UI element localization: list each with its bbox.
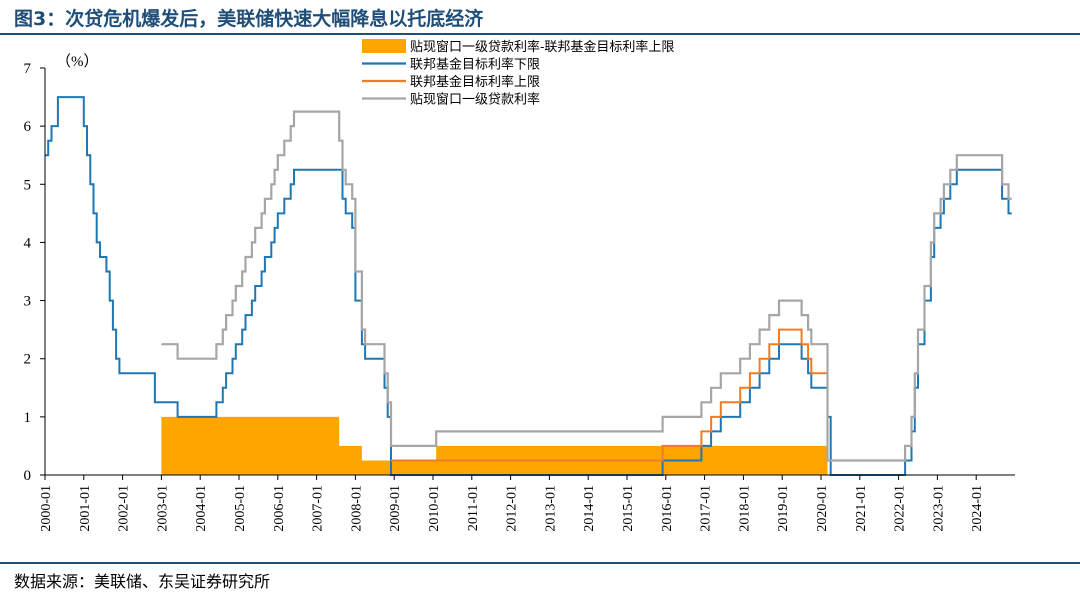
legend-label-lower: 联邦基金目标利率下限 bbox=[410, 57, 540, 73]
x-tick-label: 2013-01 bbox=[543, 485, 558, 532]
x-tick-label: 2001-01 bbox=[78, 485, 93, 532]
x-tick-label: 2007-01 bbox=[311, 485, 326, 532]
y-tick-label: 7 bbox=[24, 61, 32, 77]
x-tick-label: 2016-01 bbox=[660, 485, 675, 532]
series-lines-layer bbox=[45, 96, 1012, 476]
x-tick-label: 2014-01 bbox=[582, 485, 597, 532]
x-tick-label: 2015-01 bbox=[621, 485, 636, 532]
x-tick-label: 2000-01 bbox=[39, 485, 54, 532]
y-tick-label: 6 bbox=[24, 119, 32, 135]
x-tick-label: 2009-01 bbox=[388, 485, 403, 532]
rate-chart: 0 1 2 3 4 5 6 7 2000-01 2001-01 2002-01 2003-01 2004… bbox=[24, 39, 1015, 532]
source-note: 数据来源：美联储、东吴证券研究所 bbox=[14, 572, 271, 591]
x-tick-label: 2005-01 bbox=[233, 485, 248, 532]
x-tick-label: 2002-01 bbox=[117, 485, 132, 532]
title-bar: 图3：次贷危机爆发后，美联储快速大幅降息以托底经济 bbox=[0, 0, 1080, 34]
y-tick-label: 4 bbox=[24, 235, 32, 251]
x-tick-label: 2024-01 bbox=[970, 485, 985, 532]
y-tick-label: 5 bbox=[24, 177, 32, 193]
x-tick-label: 2006-01 bbox=[272, 485, 287, 532]
series-area-spread bbox=[161, 416, 828, 475]
x-tick-label: 2019-01 bbox=[776, 485, 791, 532]
y-axis-unit-label: （%） bbox=[56, 53, 99, 70]
y-tick-label: 0 bbox=[24, 468, 32, 484]
x-tick-label: 2018-01 bbox=[737, 485, 752, 532]
x-tick-label: 2008-01 bbox=[349, 485, 364, 532]
series-line-discount bbox=[161, 110, 1012, 462]
spread-area-layer bbox=[161, 416, 828, 475]
y-tick-label: 3 bbox=[24, 294, 32, 310]
x-tick-label: 2012-01 bbox=[505, 485, 520, 532]
legend: 贴现窗口一级贷款利率-联邦基金目标利率上限联邦基金目标利率下限联邦基金目标利率上… bbox=[362, 39, 674, 108]
series-line-upper bbox=[391, 328, 829, 462]
x-tick-label: 2003-01 bbox=[155, 485, 170, 532]
chart-title: 图3：次贷危机爆发后，美联储快速大幅降息以托底经济 bbox=[14, 8, 484, 30]
legend-swatch-spread bbox=[362, 39, 406, 53]
footer-rule bbox=[0, 562, 1080, 564]
x-tick-label: 2023-01 bbox=[931, 485, 946, 532]
x-tick-label: 2020-01 bbox=[815, 485, 830, 532]
y-tick-label: 2 bbox=[24, 352, 32, 368]
legend-label-upper: 联邦基金目标利率上限 bbox=[410, 74, 540, 90]
x-tick-label: 2017-01 bbox=[699, 485, 714, 532]
legend-label-discount: 贴现窗口一级贷款利率 bbox=[410, 92, 540, 108]
axes-layer: 0 1 2 3 4 5 6 7 2000-01 2001-01 2002-01 2003-01 2004… bbox=[24, 61, 1015, 532]
x-tick-label: 2004-01 bbox=[194, 485, 209, 532]
x-tick-label: 2010-01 bbox=[427, 485, 442, 532]
title-rule bbox=[0, 33, 1080, 35]
x-tick-label: 2021-01 bbox=[854, 485, 869, 532]
x-tick-label: 2022-01 bbox=[893, 485, 908, 532]
y-tick-label: 1 bbox=[24, 410, 32, 426]
x-tick-label: 2011-01 bbox=[466, 485, 481, 531]
legend-label-spread: 贴现窗口一级贷款利率-联邦基金目标利率上限 bbox=[410, 39, 674, 55]
